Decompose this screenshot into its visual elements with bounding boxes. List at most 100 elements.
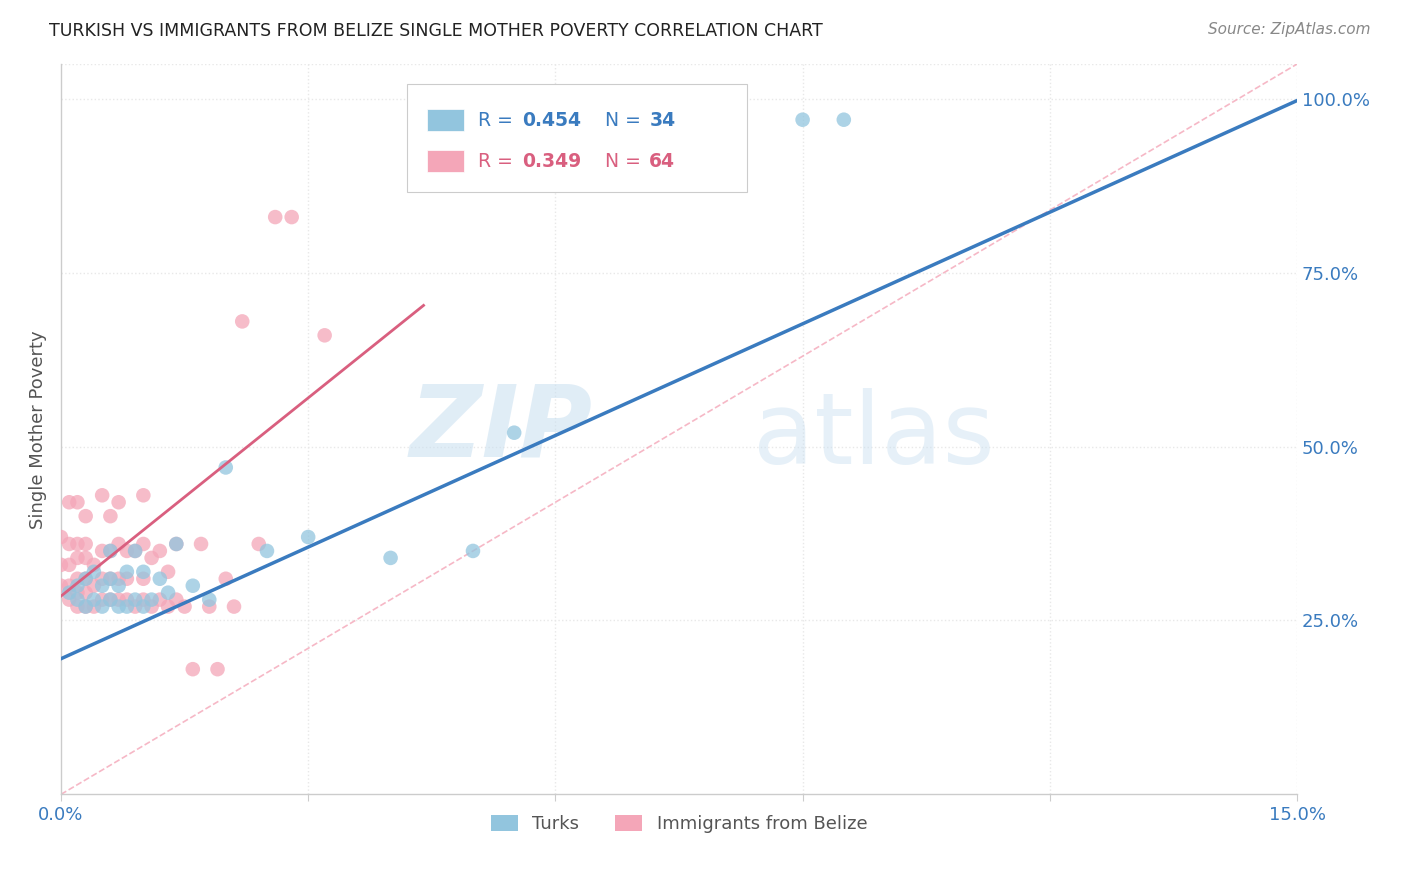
Point — [100, 544, 122, 558]
Point — [75, 572, 97, 586]
Point — [165, 537, 187, 551]
Point — [66, 579, 89, 593]
Point — [132, 488, 155, 502]
Text: R =: R = — [478, 111, 519, 130]
Point — [157, 599, 180, 614]
Point — [91, 592, 114, 607]
Legend: Turks, Immigrants from Belize: Turks, Immigrants from Belize — [484, 807, 875, 840]
Point — [181, 662, 204, 676]
Point — [297, 530, 319, 544]
Point — [503, 425, 526, 440]
Point — [75, 572, 97, 586]
Point — [75, 550, 97, 565]
Point — [107, 579, 129, 593]
FancyBboxPatch shape — [427, 150, 464, 172]
Point — [91, 579, 114, 593]
Text: ZIP: ZIP — [409, 381, 592, 478]
Point — [231, 314, 253, 328]
FancyBboxPatch shape — [408, 84, 747, 192]
Point — [107, 599, 129, 614]
Text: N =: N = — [605, 152, 647, 170]
Point — [132, 599, 155, 614]
Point — [141, 550, 163, 565]
Point — [100, 572, 122, 586]
Point — [66, 572, 89, 586]
Point — [115, 565, 138, 579]
Point — [75, 537, 97, 551]
Point — [75, 599, 97, 614]
Text: 0.454: 0.454 — [522, 111, 581, 130]
Text: Source: ZipAtlas.com: Source: ZipAtlas.com — [1208, 22, 1371, 37]
Point — [247, 537, 270, 551]
Point — [58, 537, 80, 551]
Point — [49, 579, 72, 593]
Point — [264, 210, 287, 224]
Point — [66, 599, 89, 614]
Point — [132, 537, 155, 551]
Point — [124, 592, 146, 607]
Point — [75, 509, 97, 524]
Point — [91, 488, 114, 502]
Point — [198, 599, 221, 614]
Point — [91, 599, 114, 614]
Point — [83, 579, 105, 593]
Point — [115, 572, 138, 586]
Point — [75, 599, 97, 614]
Point — [58, 558, 80, 572]
Point — [100, 592, 122, 607]
Text: atlas: atlas — [754, 388, 995, 485]
Point — [49, 530, 72, 544]
Point — [83, 592, 105, 607]
Y-axis label: Single Mother Poverty: Single Mother Poverty — [30, 330, 46, 529]
Point — [461, 544, 484, 558]
Point — [207, 662, 229, 676]
Point — [198, 592, 221, 607]
Point — [141, 592, 163, 607]
Point — [107, 592, 129, 607]
Point — [132, 565, 155, 579]
Point — [58, 585, 80, 599]
Point — [222, 599, 245, 614]
Point — [314, 328, 336, 343]
Point — [256, 544, 278, 558]
Point — [83, 558, 105, 572]
Point — [165, 592, 187, 607]
Point — [149, 592, 172, 607]
Point — [115, 599, 138, 614]
Point — [173, 599, 195, 614]
Point — [280, 210, 302, 224]
Point — [115, 544, 138, 558]
Text: N =: N = — [605, 111, 647, 130]
Point — [124, 544, 146, 558]
Point — [792, 112, 814, 127]
Point — [49, 558, 72, 572]
Point — [100, 592, 122, 607]
Point — [91, 544, 114, 558]
Point — [66, 585, 89, 599]
Point — [66, 495, 89, 509]
Point — [132, 572, 155, 586]
Point — [157, 585, 180, 599]
Text: TURKISH VS IMMIGRANTS FROM BELIZE SINGLE MOTHER POVERTY CORRELATION CHART: TURKISH VS IMMIGRANTS FROM BELIZE SINGLE… — [49, 22, 823, 40]
Point — [66, 550, 89, 565]
FancyBboxPatch shape — [427, 110, 464, 131]
Point — [91, 572, 114, 586]
Point — [107, 572, 129, 586]
Point — [107, 495, 129, 509]
Text: 0.349: 0.349 — [522, 152, 581, 170]
Point — [58, 579, 80, 593]
Point — [83, 565, 105, 579]
Point — [75, 585, 97, 599]
Point — [115, 592, 138, 607]
Point — [190, 537, 212, 551]
Point — [132, 592, 155, 607]
Point — [100, 509, 122, 524]
Point — [107, 537, 129, 551]
Point — [215, 572, 238, 586]
Point — [100, 544, 122, 558]
Point — [149, 544, 172, 558]
Point — [83, 599, 105, 614]
Point — [832, 112, 855, 127]
Text: 64: 64 — [650, 152, 675, 170]
Text: 34: 34 — [650, 111, 675, 130]
